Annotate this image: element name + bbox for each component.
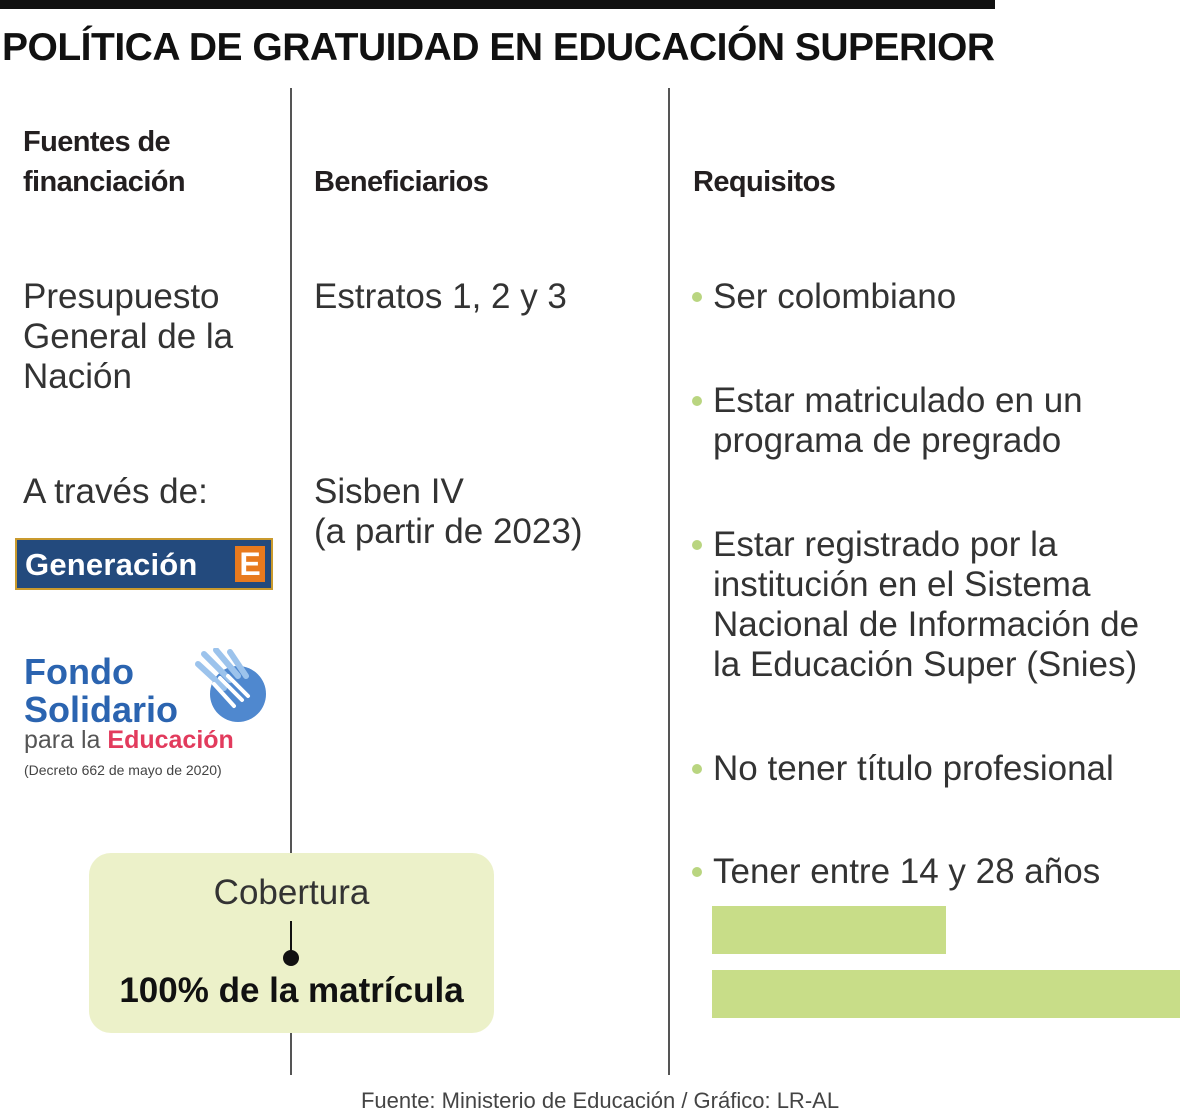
heading-requisitos: Requisitos bbox=[693, 166, 836, 198]
heading-fuentes-line: financiación bbox=[23, 166, 186, 198]
requisito-text: Estar registrado por la institución en e… bbox=[713, 525, 1139, 685]
requisito-line: Nacional de Información de bbox=[713, 605, 1140, 644]
fuente-line: General de la bbox=[23, 317, 234, 356]
requisito-text: Estar matriculado en un programa de preg… bbox=[713, 381, 1083, 461]
fuente-line: Presupuesto bbox=[23, 277, 220, 316]
beneficiario-line: Estratos 1, 2 y 3 bbox=[314, 277, 567, 316]
decorative-bar bbox=[712, 906, 946, 954]
column-divider-right bbox=[668, 88, 670, 1075]
requisito-text: Ser colombiano bbox=[713, 277, 956, 317]
fuente-line: Nación bbox=[23, 357, 132, 396]
requisito-line: institución en el Sistema bbox=[713, 565, 1091, 604]
bullet-icon bbox=[692, 292, 702, 302]
generacion-logo-letter: E bbox=[235, 546, 265, 582]
cobertura-connector bbox=[290, 921, 292, 955]
decorative-bar bbox=[712, 970, 1180, 1018]
generacion-logo-word: Generación bbox=[25, 547, 198, 582]
cobertura-label: Cobertura bbox=[213, 873, 370, 912]
heading-fuentes-line: Fuentes de bbox=[23, 126, 171, 158]
requisito-item: Estar matriculado en un programa de preg… bbox=[692, 381, 1083, 461]
beneficiario-line: Sisben IV bbox=[314, 472, 464, 511]
beneficiario-line: (a partir de 2023) bbox=[314, 512, 583, 551]
generacion-e-logo: Generación E bbox=[15, 538, 273, 590]
heading-beneficiarios: Beneficiarios bbox=[314, 166, 489, 198]
fondo-logo-para-text: para la bbox=[24, 726, 101, 754]
column-divider-left bbox=[290, 88, 292, 853]
requisito-item: Estar registrado por la institución en e… bbox=[692, 525, 1139, 685]
requisito-item: Tener entre 14 y 28 años bbox=[692, 852, 1100, 892]
beneficiario-sisben: Sisben IV (a partir de 2023) bbox=[314, 472, 582, 552]
fondo-logo-line1: Fondo bbox=[24, 651, 134, 692]
source-credit: Fuente: Ministerio de Educación / Gráfic… bbox=[360, 1088, 840, 1113]
page-title: POLÍTICA DE GRATUIDAD EN EDUCACIÓN SUPER… bbox=[2, 26, 995, 69]
fondo-logo-line2: Solidario bbox=[24, 689, 179, 730]
cobertura-value: 100% de la matrícula bbox=[119, 971, 464, 1010]
requisito-line: No tener título profesional bbox=[713, 749, 1114, 788]
cobertura-box: Cobertura 100% de la matrícula bbox=[89, 853, 494, 1033]
beneficiario-estratos: Estratos 1, 2 y 3 bbox=[314, 277, 567, 317]
column-divider-left-lower bbox=[290, 1033, 292, 1075]
requisito-line: Ser colombiano bbox=[713, 277, 957, 316]
a-traves-label: A través de: bbox=[23, 472, 208, 511]
requisito-text: No tener título profesional bbox=[713, 749, 1114, 789]
requisito-line: la Educación Super (Snies) bbox=[713, 645, 1138, 684]
bullet-icon bbox=[692, 764, 702, 774]
bullet-icon bbox=[692, 396, 702, 406]
cobertura-dot-icon bbox=[283, 950, 299, 966]
requisito-line: Estar matriculado en un bbox=[713, 381, 1083, 420]
hands-icon bbox=[195, 648, 266, 722]
heading-fuentes: Fuentes de financiación bbox=[23, 122, 186, 202]
bullet-icon bbox=[692, 867, 702, 877]
fondo-solidario-logo: Fondo Solidario para la Educación (Decre… bbox=[22, 648, 272, 788]
requisito-line: Estar registrado por la bbox=[713, 525, 1058, 564]
fondo-logo-decreto: (Decreto 662 de mayo de 2020) bbox=[24, 762, 222, 778]
requisito-item: No tener título profesional bbox=[692, 749, 1114, 789]
fondo-logo-para: para la Educación bbox=[24, 726, 234, 755]
fuente-presupuesto: Presupuesto General de la Nación bbox=[23, 277, 233, 397]
fondo-logo-educacion: Educación bbox=[107, 726, 234, 754]
requisito-line: programa de pregrado bbox=[713, 421, 1062, 460]
top-rule bbox=[0, 0, 995, 9]
requisito-item: Ser colombiano bbox=[692, 277, 956, 317]
bullet-icon bbox=[692, 540, 702, 550]
requisito-line: Tener entre 14 y 28 años bbox=[713, 852, 1101, 891]
requisito-text: Tener entre 14 y 28 años bbox=[713, 852, 1100, 892]
